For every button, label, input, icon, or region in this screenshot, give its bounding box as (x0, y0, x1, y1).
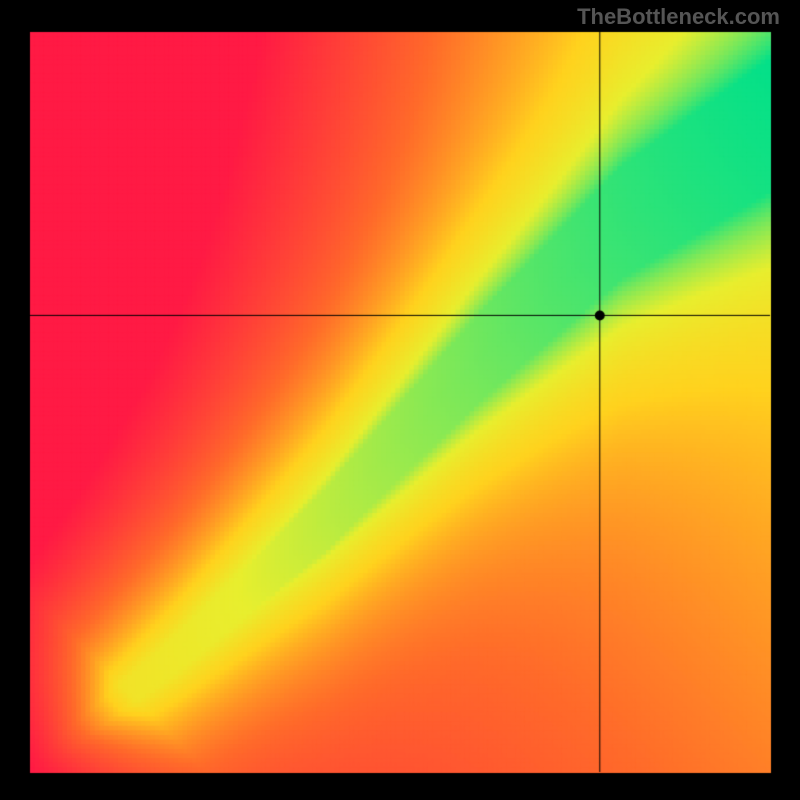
watermark-text: TheBottleneck.com (577, 4, 780, 30)
chart-container: TheBottleneck.com (0, 0, 800, 800)
bottleneck-heatmap (0, 0, 800, 800)
